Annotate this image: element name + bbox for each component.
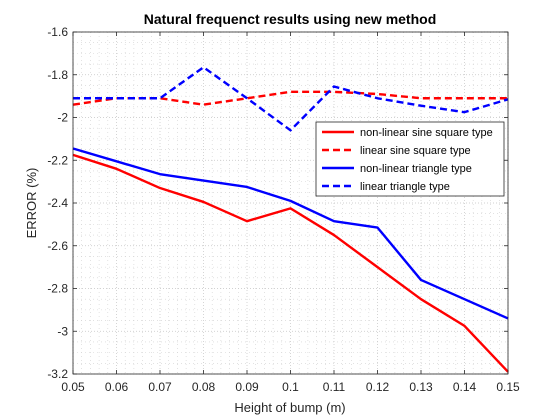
y-tick-label: -3: [57, 324, 68, 338]
y-tick-label: -1.6: [47, 25, 68, 39]
chart-title: Natural frequenct results using new meth…: [144, 11, 437, 27]
series-line-2: [72, 147, 509, 320]
y-tick-label: -2: [57, 111, 68, 125]
x-tick-label: 0.08: [192, 380, 216, 394]
series-line-3: [73, 66, 509, 132]
y-axis-tick-labels: -3.2 -3 -2.8 -2.6 -2.4 -2.2 -2 -1.8 -1.6: [47, 25, 68, 381]
y-axis-label: ERROR (%): [24, 168, 39, 239]
legend-label-0: non-linear sine square type: [360, 127, 493, 139]
axis-ticks: [72, 31, 509, 375]
x-tick-label: 0.15: [496, 380, 520, 394]
x-tick-label: 0.05: [61, 380, 85, 394]
series-layer: [72, 66, 509, 373]
x-tick-label: 0.14: [453, 380, 477, 394]
legend-box: [315, 121, 505, 197]
x-axis-label: Height of bump (m): [234, 400, 345, 415]
x-tick-label: 0.07: [148, 380, 172, 394]
y-tick-label: -1.8: [47, 68, 68, 82]
x-tick-label: 0.12: [366, 380, 390, 394]
x-tick-label: 0.11: [323, 380, 346, 394]
y-tick-label: -2.8: [47, 282, 68, 296]
x-tick-label: 0.13: [409, 380, 433, 394]
minor-grid: [73, 32, 508, 374]
x-tick-label: 0.09: [235, 380, 259, 394]
y-tick-label: -3.2: [47, 367, 68, 381]
x-axis-tick-labels: 0.05 0.06 0.07 0.08 0.09 0.1 0.11 0.12 0.13 0.14 0…: [61, 380, 520, 394]
y-tick-label: -2.4: [47, 196, 68, 210]
series-line-0: [72, 153, 509, 373]
legend-label-2: non-linear triangle type: [360, 163, 472, 175]
legend-label-1: linear sine square type: [360, 145, 471, 157]
legend: non-linear sine square type linear sine s…: [315, 121, 505, 197]
y-tick-label: -2.6: [47, 239, 68, 253]
legend-label-3: linear triangle type: [360, 181, 450, 193]
x-tick-label: 0.1: [282, 380, 299, 394]
y-tick-label: -2.2: [47, 153, 68, 167]
x-tick-label: 0.06: [105, 380, 129, 394]
